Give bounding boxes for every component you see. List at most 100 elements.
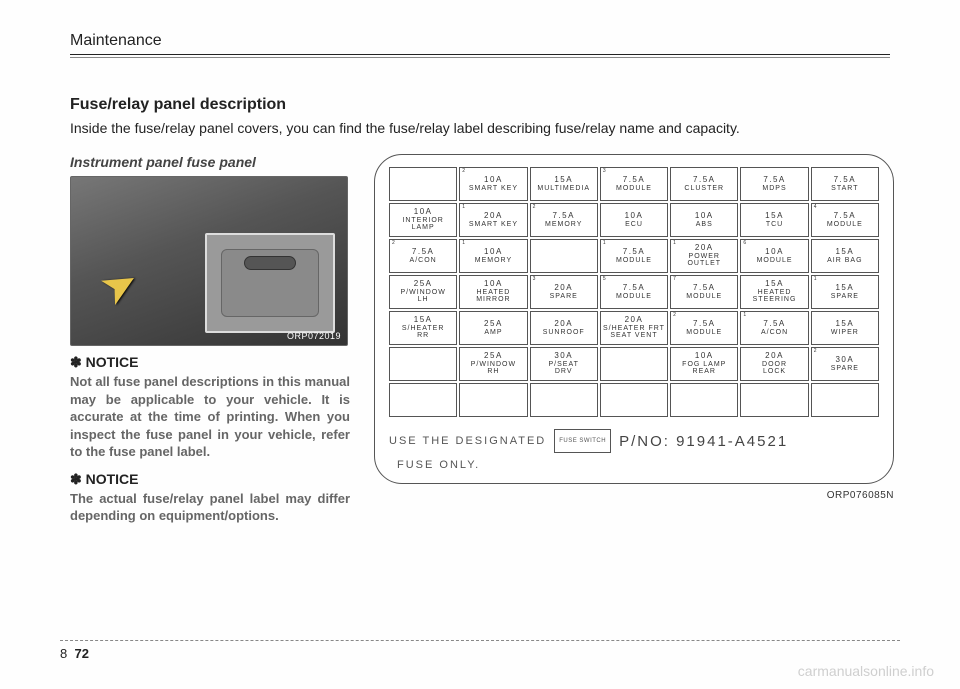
fuse-cell: 7 7.5AMODULE bbox=[670, 275, 738, 309]
fuse-amp: 7.5A bbox=[623, 284, 645, 293]
fuse-label: SPARE bbox=[550, 293, 578, 301]
fuse-label: MODULE bbox=[686, 329, 722, 337]
notice1-body: Not all fuse panel descriptions in this … bbox=[70, 373, 350, 461]
fuse-amp: 7.5A bbox=[763, 320, 785, 329]
fuse-amp: 7.5A bbox=[412, 248, 434, 257]
fuse-cell: 25AP/WINDOW RH bbox=[459, 347, 527, 381]
fuse-amp: 10A bbox=[484, 248, 503, 257]
fuse-corner-index: 3 bbox=[533, 277, 536, 283]
use-designated-text: USE THE DESIGNATED bbox=[389, 435, 546, 447]
fuse-cell: 10AFOG LAMP REAR bbox=[670, 347, 738, 381]
fuse-label: P/WINDOW RH bbox=[471, 361, 516, 376]
fuse-cell: 7.5ACLUSTER bbox=[670, 167, 738, 201]
fuse-amp: 7.5A bbox=[623, 248, 645, 257]
fuse-switch-box: FUSE SWITCH bbox=[554, 429, 611, 453]
fuse-cell: 230ASPARE bbox=[811, 347, 879, 381]
fuse-cell: 15AHEATED STEERING bbox=[740, 275, 808, 309]
fuse-amp: 20A bbox=[765, 352, 784, 361]
arrow-icon: ➤ bbox=[91, 254, 148, 317]
fuse-cell: 115ASPARE bbox=[811, 275, 879, 309]
fuse-label: SMART KEY bbox=[469, 185, 518, 193]
photo-code: ORP072019 bbox=[287, 331, 341, 341]
fuse-cell: 25AP/WINDOW LH bbox=[389, 275, 457, 309]
fuse-label: SPARE bbox=[831, 293, 859, 301]
fuse-cell: 7.5AMDPS bbox=[740, 167, 808, 201]
page-no: 72 bbox=[74, 646, 88, 661]
fuse-label: AMP bbox=[484, 329, 502, 337]
fuse-cell: 10AABS bbox=[670, 203, 738, 237]
fuse-cell: 120ASMART KEY bbox=[459, 203, 527, 237]
fuse-label: P/SEAT DRV bbox=[549, 361, 579, 376]
sub-heading: Instrument panel fuse panel bbox=[70, 154, 350, 170]
fuse-label: MODULE bbox=[827, 221, 863, 229]
header-rule bbox=[70, 54, 890, 55]
fuse-amp: 7.5A bbox=[552, 212, 574, 221]
fuse-cell: 3 20ASPARE bbox=[530, 275, 598, 309]
fuse-cell-blank bbox=[600, 347, 668, 381]
fuse-cell: 47.5AMODULE bbox=[811, 203, 879, 237]
fuse-amp: 15A bbox=[554, 176, 573, 185]
fuse-row: 27.5AA/CON110AMEMORY17.5AMODULE120APOWER… bbox=[389, 239, 879, 273]
page-number: 8 72 bbox=[60, 646, 89, 661]
fuse-cell: 15AS/HEATER RR bbox=[389, 311, 457, 345]
fuse-cell: 10AHEATED MIRROR bbox=[459, 275, 527, 309]
fuse-cell-blank bbox=[389, 167, 457, 201]
cover-handle bbox=[244, 256, 296, 270]
fuse-label: START bbox=[831, 185, 858, 193]
fuse-amp: 20A bbox=[484, 212, 503, 221]
fuse-amp: 10A bbox=[484, 176, 503, 185]
fuse-amp: 10A bbox=[695, 212, 714, 221]
fuse-amp: 20A bbox=[554, 320, 573, 329]
section-title: Maintenance bbox=[70, 32, 890, 50]
fuse-cell: 110AMEMORY bbox=[459, 239, 527, 273]
part-number: P/NO: 91941-A4521 bbox=[619, 433, 788, 450]
fuse-label: AIR BAG bbox=[827, 257, 862, 265]
fuse-amp: 10A bbox=[625, 212, 644, 221]
fuse-label: A/CON bbox=[410, 257, 437, 265]
fuse-corner-index: 2 bbox=[392, 241, 395, 247]
fuse-corner-index: 2 bbox=[673, 313, 676, 319]
fuse-label: CLUSTER bbox=[684, 185, 724, 193]
fuse-cell: 17.5AA/CON bbox=[740, 311, 808, 345]
fuse-corner-index: 1 bbox=[673, 241, 676, 247]
fuse-amp: 7.5A bbox=[693, 320, 715, 329]
fuse-label: MODULE bbox=[686, 293, 722, 301]
fuse-amp: 15A bbox=[835, 248, 854, 257]
fuse-amp: 20A bbox=[554, 284, 573, 293]
fuse-label: MDPS bbox=[762, 185, 786, 193]
fuse-cell-blank bbox=[389, 347, 457, 381]
diagram-footer: USE THE DESIGNATED FUSE SWITCH P/NO: 919… bbox=[389, 429, 879, 453]
diagram-code: ORP076085N bbox=[374, 490, 894, 501]
fuse-label: A/CON bbox=[761, 329, 788, 337]
fuse-cell: 15AWIPER bbox=[811, 311, 879, 345]
fuse-cell-blank bbox=[530, 239, 598, 273]
fuse-label: WIPER bbox=[831, 329, 859, 337]
fuse-label: ECU bbox=[625, 221, 643, 229]
fuse-cell: 20ASUNROOF bbox=[530, 311, 598, 345]
fuse-label: MODULE bbox=[616, 185, 652, 193]
fuse-cell: 2 7.5AA/CON bbox=[389, 239, 457, 273]
fuse-corner-index: 1 bbox=[603, 241, 606, 247]
fuse-cell-blank bbox=[740, 383, 808, 417]
fuse-amp: 10A bbox=[484, 280, 503, 289]
fuse-cell: 15ATCU bbox=[740, 203, 808, 237]
fuse-amp: 25A bbox=[484, 320, 503, 329]
fuse-corner-index: 1 bbox=[462, 205, 465, 211]
fuse-label: S/HEATER RR bbox=[402, 325, 445, 340]
fuse-label: POWER OUTLET bbox=[687, 253, 721, 268]
main-content: Fuse/relay panel description Inside the … bbox=[70, 96, 890, 535]
fuse-amp: 7.5A bbox=[693, 284, 715, 293]
fuse-amp: 20A bbox=[695, 244, 714, 253]
fuse-corner-index: 7 bbox=[673, 277, 676, 283]
photo-illustration: ➤ ORP072019 bbox=[70, 176, 348, 346]
fuse-cell: 17.5AMODULE bbox=[600, 239, 668, 273]
fuse-corner-index: 1 bbox=[814, 277, 817, 283]
fuse-label: P/WINDOW LH bbox=[400, 289, 445, 304]
fuse-label: INTERIOR LAMP bbox=[390, 217, 456, 232]
fuse-cover-shape bbox=[221, 249, 319, 317]
fuse-cell: 2 10ASMART KEY bbox=[459, 167, 527, 201]
fuse-cell: 10AECU bbox=[600, 203, 668, 237]
columns: Instrument panel fuse panel ➤ ORP072019 … bbox=[70, 154, 890, 535]
fuse-corner-index: 2 bbox=[462, 169, 465, 175]
fuse-amp: 7.5A bbox=[693, 176, 715, 185]
